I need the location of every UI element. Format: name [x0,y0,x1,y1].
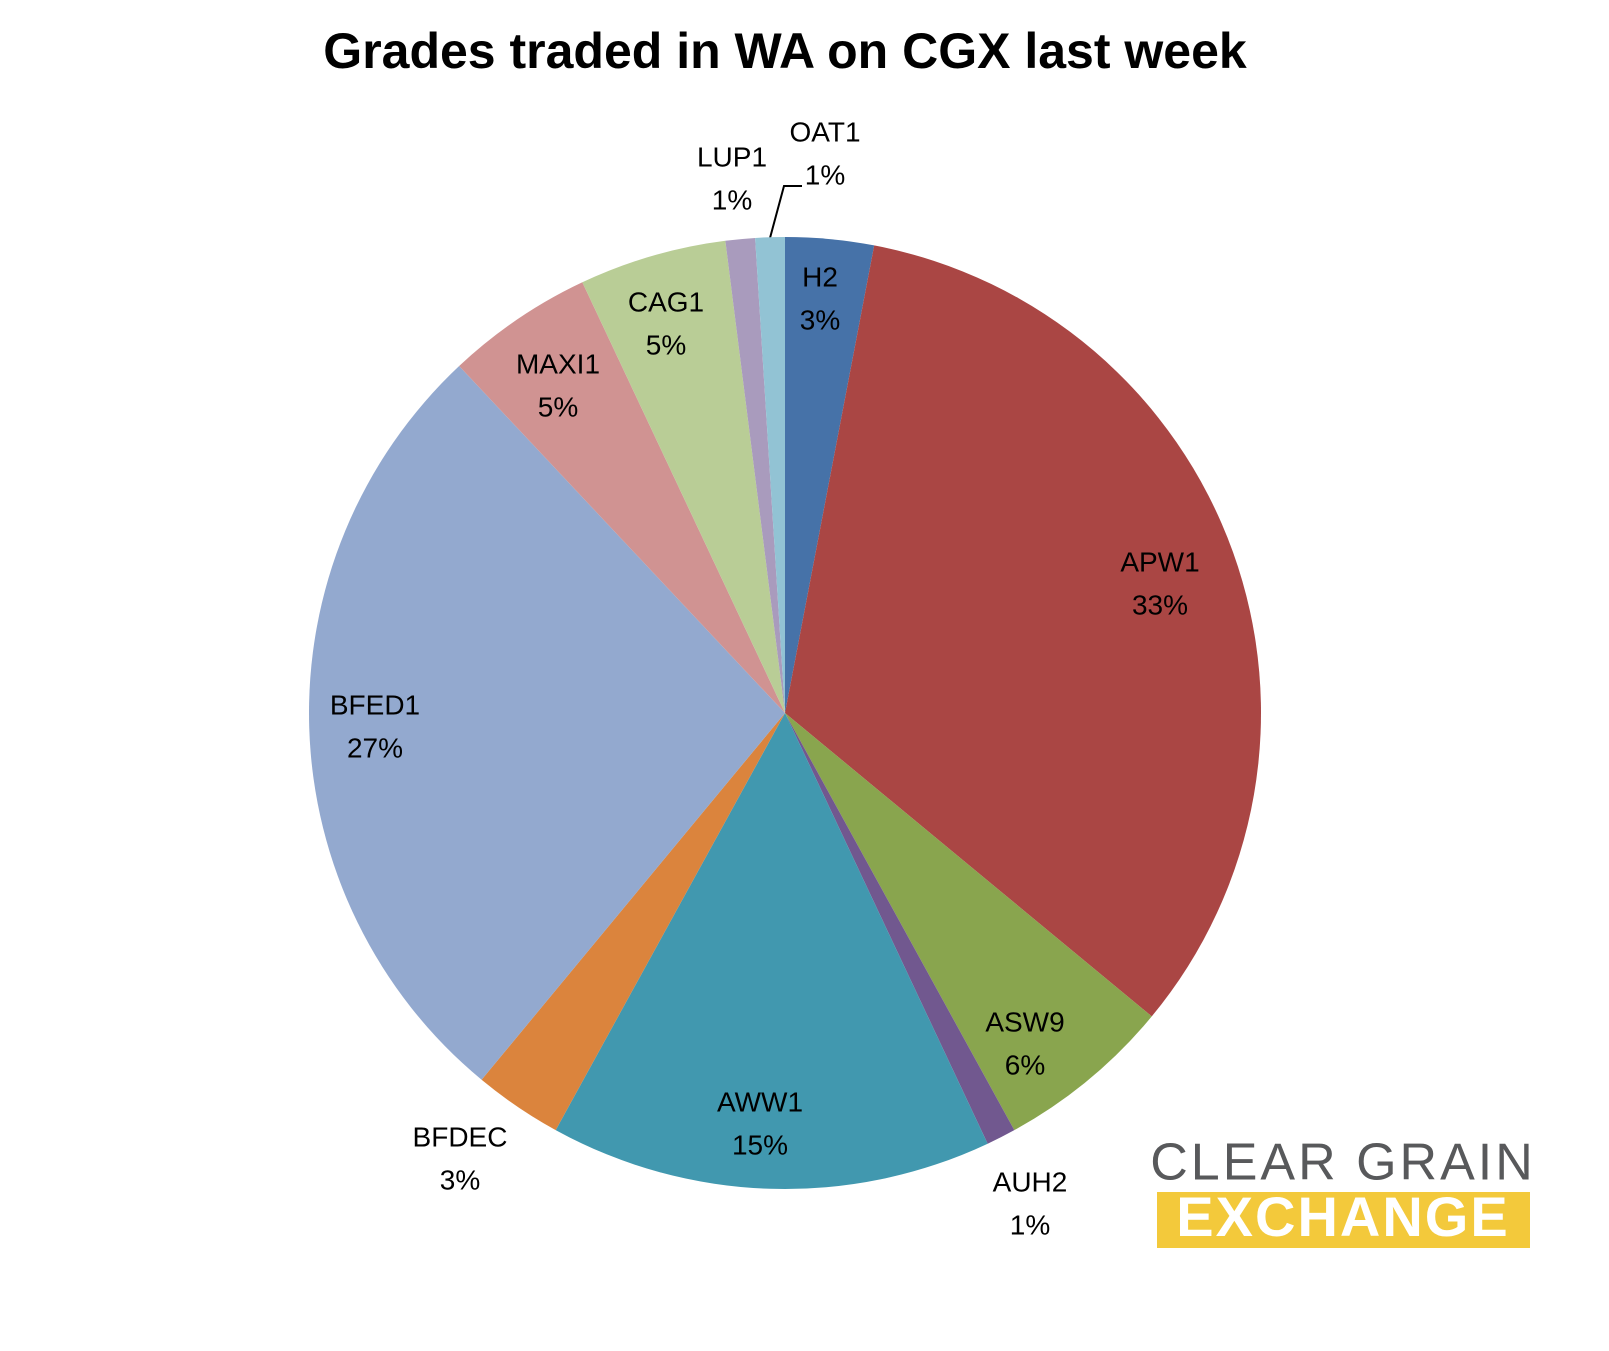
pie-slice [725,237,785,713]
logo-line2: EXCHANGE [1176,1185,1509,1248]
logo-band [1157,1192,1530,1248]
slice-name: AUH2 [993,1166,1068,1197]
pie-slice [785,713,1015,1144]
pie-slice [481,713,785,1131]
slice-name: ASW9 [985,1006,1064,1037]
pie-slice [785,245,1262,1017]
slice-name: LUP1 [697,141,767,172]
pie-slice [555,713,988,1189]
slice-name: BFDEC [413,1121,508,1152]
slice-value-label: 1% [1010,1209,1050,1240]
slice-value-label: 33% [1132,589,1188,620]
slice-value-label: 1% [712,184,752,215]
slice-name: H2 [802,261,838,292]
slice-name: MAXI1 [516,348,600,379]
pie-slice [785,713,1152,1131]
slice-value-label: 3% [440,1164,480,1195]
pie-slice [308,366,785,1080]
slice-name: OAT1 [789,116,860,147]
slice-value-label: 27% [347,732,403,763]
logo-line1: CLEAR GRAIN [1150,1134,1536,1192]
pie-slice [582,240,785,713]
slice-name: CAG1 [628,286,704,317]
slice-value-label: 6% [1005,1049,1045,1080]
slice-value-label: 1% [805,159,845,190]
slice-name: BFED1 [330,689,420,720]
chart-title: Grades traded in WA on CGX last week [323,23,1247,79]
leader-line [769,185,802,239]
slice-value-label: 3% [800,304,840,335]
slice-name: APW1 [1120,546,1199,577]
pie-slice [459,282,785,713]
pie-slice [785,237,875,713]
pie-slice [755,237,785,713]
slice-value-label: 15% [732,1129,788,1160]
slice-value-label: 5% [646,329,686,360]
slice-value-label: 5% [538,391,578,422]
slice-name: AWW1 [717,1086,803,1117]
